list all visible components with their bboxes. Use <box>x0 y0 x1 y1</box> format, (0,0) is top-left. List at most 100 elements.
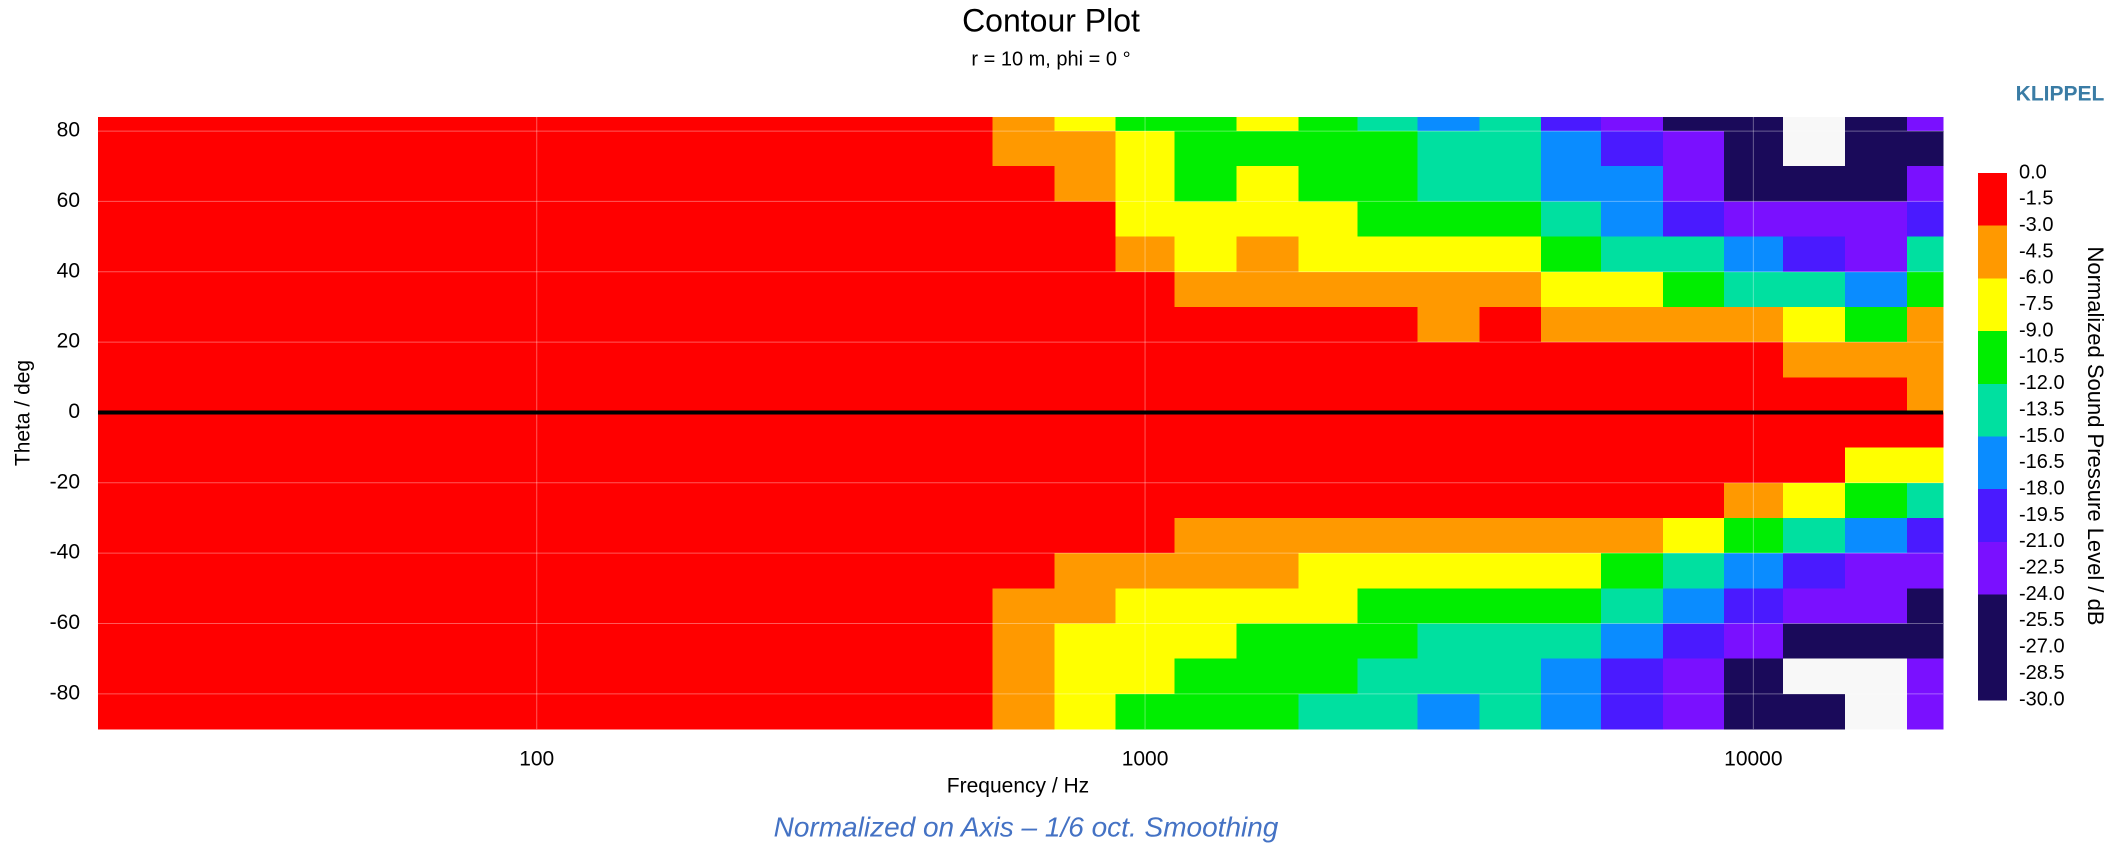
contour-cell <box>1782 271 1846 308</box>
colorbar-tick-label: -25.5 <box>2019 609 2065 631</box>
contour-cell <box>98 342 538 378</box>
contour-cell <box>1662 166 1725 203</box>
contour-cell <box>1417 553 1481 589</box>
contour-cell <box>1115 377 1176 414</box>
contour-cell <box>1115 271 1176 308</box>
colorbar-tick-label: -10.5 <box>2019 346 2065 368</box>
contour-cell <box>1236 658 1300 695</box>
contour-cell <box>1540 447 1602 484</box>
contour-cell <box>1236 236 1300 273</box>
contour-cell <box>1115 588 1176 625</box>
contour-cell <box>536 342 994 378</box>
contour-cell <box>1298 447 1359 484</box>
contour-cell <box>1723 447 1784 484</box>
x-axis-label: Frequency / Hz <box>947 775 1089 798</box>
contour-cell <box>1479 131 1542 167</box>
contour-cell <box>1782 131 1846 167</box>
contour-cell <box>1600 482 1664 519</box>
contour-cell <box>992 271 1056 308</box>
contour-cell <box>1054 166 1117 203</box>
contour-cell <box>1662 236 1725 273</box>
contour-cell <box>1298 117 1359 132</box>
contour-cell <box>1540 693 1602 730</box>
contour-cell <box>1174 588 1238 625</box>
contour-cell <box>992 117 1056 132</box>
contour-cell <box>1417 306 1481 343</box>
contour-cell <box>98 447 538 484</box>
contour-cell <box>1417 271 1481 308</box>
contour-cell <box>1907 623 1944 660</box>
contour-cell <box>1174 131 1238 167</box>
contour-cell <box>1236 412 1300 449</box>
contour-cell <box>992 201 1056 238</box>
colorbar-label: Normalized Sound Pressure Level / dB <box>2083 246 2108 625</box>
contour-cell <box>992 306 1056 343</box>
contour-cell <box>1723 482 1784 519</box>
contour-cell <box>1479 693 1542 730</box>
contour-cell <box>1357 623 1419 660</box>
contour-cell <box>1417 623 1481 660</box>
contour-cell <box>1115 623 1176 660</box>
colorbar-tick-label: -9.0 <box>2019 319 2053 341</box>
contour-cell <box>1600 166 1664 203</box>
contour-cell <box>1907 517 1944 554</box>
y-tick-label: -60 <box>50 611 80 634</box>
contour-cell <box>1479 658 1542 695</box>
contour-cell <box>1174 447 1238 484</box>
contour-cell <box>1479 201 1542 238</box>
contour-cell <box>98 131 538 167</box>
contour-cell <box>1236 166 1300 203</box>
contour-cell <box>1723 412 1784 449</box>
contour-cell <box>1479 117 1542 132</box>
contour-cell <box>1723 623 1784 660</box>
contour-cell <box>536 166 994 203</box>
contour-cell <box>1479 482 1542 519</box>
colorbar-tick-label: -19.5 <box>2019 504 2065 526</box>
contour-cell <box>1174 377 1238 414</box>
contour-cell <box>1054 623 1117 660</box>
contour-cell <box>1600 517 1664 554</box>
contour-cell <box>1054 271 1117 308</box>
contour-cell <box>1417 482 1481 519</box>
contour-cell <box>1662 447 1725 484</box>
colorbar-tick-label: -6.0 <box>2019 267 2053 289</box>
contour-cell <box>1723 553 1784 589</box>
contour-cell <box>1236 693 1300 730</box>
contour-cell <box>1723 517 1784 554</box>
colorbar-band <box>1978 304 2007 332</box>
contour-cell <box>1844 623 1908 660</box>
contour-cell <box>98 306 538 343</box>
contour-cell <box>1844 658 1908 695</box>
contour-cell <box>98 517 538 554</box>
contour-cell <box>1540 553 1602 589</box>
contour-cell <box>1417 236 1481 273</box>
contour-cell <box>992 517 1056 554</box>
contour-cell <box>1236 377 1300 414</box>
contour-cell <box>1782 236 1846 273</box>
contour-cell <box>536 377 994 414</box>
contour-cell <box>1907 342 1944 378</box>
contour-cell <box>1417 377 1481 414</box>
colorbar-band <box>1978 673 2007 701</box>
y-axis-label: Theta / deg <box>12 360 35 466</box>
colorbar-tick-label: -18.0 <box>2019 477 2065 499</box>
contour-cell <box>1907 553 1944 589</box>
contour-cell <box>1540 306 1602 343</box>
contour-cell <box>1662 377 1725 414</box>
contour-cell <box>98 412 538 449</box>
contour-cell <box>1174 166 1238 203</box>
y-tick-label: 0 <box>68 400 80 423</box>
footnote: Normalized on Axis – 1/6 oct. Smoothing <box>774 811 1279 842</box>
contour-cell <box>1907 377 1944 414</box>
contour-cell <box>1907 412 1944 449</box>
contour-cell <box>1907 236 1944 273</box>
contour-cell <box>1174 117 1238 132</box>
contour-cell <box>1417 117 1481 132</box>
contour-cell <box>1417 447 1481 484</box>
y-tick-label: -80 <box>50 681 80 704</box>
colorbar-band <box>1978 252 2007 279</box>
contour-cell <box>1600 377 1664 414</box>
contour-cell <box>1540 236 1602 273</box>
contour-cell <box>1357 412 1419 449</box>
contour-cell <box>1298 131 1359 167</box>
